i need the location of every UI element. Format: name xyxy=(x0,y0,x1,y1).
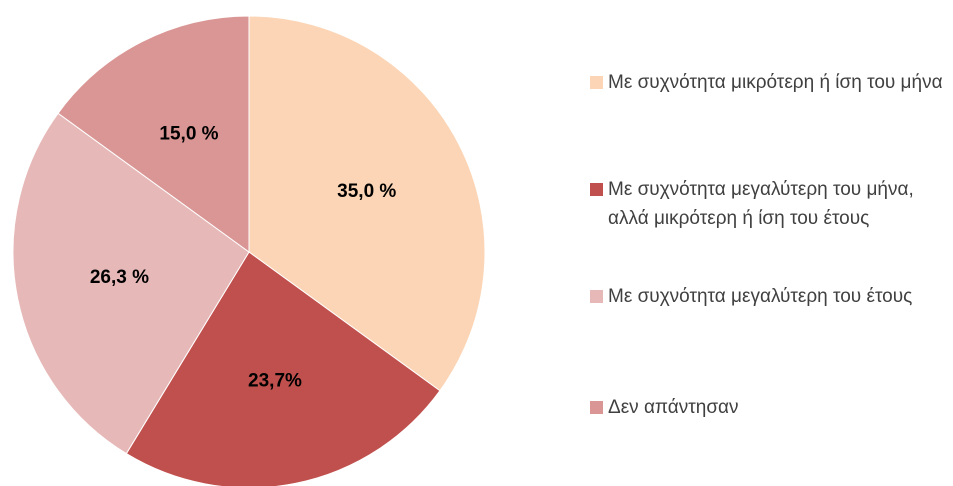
legend-swatch xyxy=(590,183,603,196)
data-label: 23,7% xyxy=(248,371,302,392)
legend-label: Δεν απάντησαν xyxy=(608,397,739,418)
data-label: 15,0 % xyxy=(159,123,218,144)
legend-item: Με συχνότητα μικρότερη ή ίση του μήνα xyxy=(590,68,952,97)
legend-item: Δεν απάντησαν xyxy=(590,393,952,422)
pie-slice xyxy=(57,15,250,253)
legend-swatch xyxy=(590,290,603,303)
legend-item: Με συχνότητα μεγαλύτερη του έτους xyxy=(590,282,952,311)
legend-item: Με συχνότητα μεγαλύτερη του μήνα, αλλά μ… xyxy=(590,175,952,233)
legend-label: Με συχνότητα μεγαλύτερη του έτους xyxy=(608,286,913,307)
data-label: 26,3 % xyxy=(90,267,149,288)
legend-swatch xyxy=(590,401,603,414)
legend-swatch xyxy=(590,76,603,89)
pie-slice xyxy=(248,15,486,392)
legend-label: Με συχνότητα μικρότερη ή ίση του μήνα xyxy=(608,72,943,93)
pie-slice xyxy=(125,251,441,486)
legend-label: Με συχνότητα μεγαλύτερη του μήνα, αλλά μ… xyxy=(608,179,914,229)
data-label: 35,0 % xyxy=(337,181,396,202)
pie-slice xyxy=(12,112,250,455)
